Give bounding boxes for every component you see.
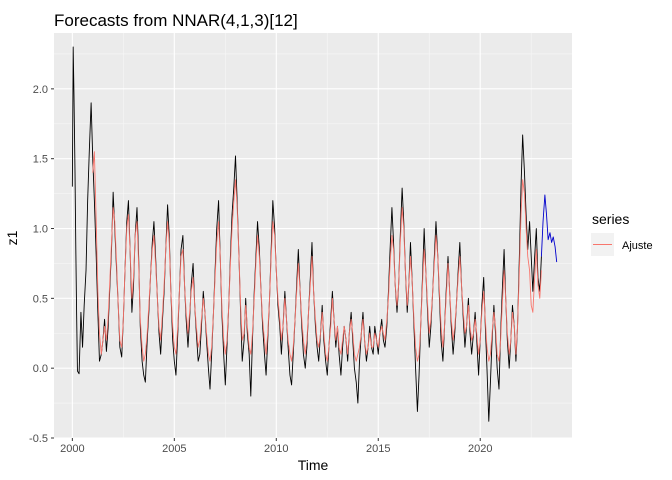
x-tick-label: 2010 [264,443,288,455]
x-tick-label: 2000 [60,443,84,455]
x-axis-label: Time [298,457,329,473]
x-tick-label: 2020 [468,443,492,455]
y-axis: -0.5 0.0 0.5 1.0 1.5 2.0 [29,84,54,445]
y-tick-label: 2.0 [33,84,48,96]
x-tick-label: 2015 [366,443,390,455]
y-tick-label: 1.0 [33,224,48,236]
legend: series Ajuste [591,211,653,256]
series-line-fitted [92,151,542,362]
series-line-forecast [540,194,558,263]
grid [54,33,572,439]
y-tick-label: 1.5 [33,154,48,166]
y-tick-label: 0.0 [33,363,48,375]
x-tick-label: 2005 [162,443,186,455]
legend-title: series [592,211,629,227]
x-axis: 2000 2005 2010 2015 2020 [60,438,492,455]
plot-panel [54,33,572,438]
legend-item-ajuste: Ajuste [622,240,653,252]
y-axis-label: z1 [4,230,20,245]
series-layer [71,46,558,422]
chart-title: Forecasts from NNAR(4,1,3)[12] [54,11,298,30]
y-tick-label: -0.5 [29,433,48,445]
y-tick-label: 0.5 [33,293,48,305]
